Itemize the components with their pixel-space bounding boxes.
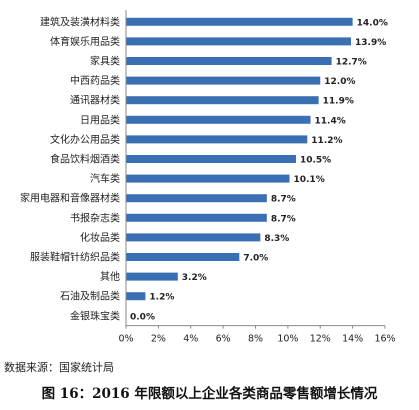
data-label: 11.9%: [323, 97, 354, 107]
bar: [126, 76, 321, 85]
value-labels: 14.0% 13.9% 12.7% 12.0% 11.9% 11.4% 11.2% 10.5%…: [130, 18, 388, 322]
category-labels: 建筑及装潢材料类体育娱乐用品类家具类中西药品类通讯器材类日用品类文化办公用品类食…: [20, 15, 120, 322]
data-label: 11.2%: [311, 136, 342, 146]
category-label: 化妆品类: [80, 231, 120, 244]
data-label: 8.7%: [271, 214, 296, 224]
category-label: 家具类: [90, 55, 120, 68]
data-label: 12.7%: [336, 58, 367, 68]
data-label: 1.2%: [149, 293, 174, 303]
figure-caption: 图 16：2016 年限额以上企业各类商品零售额增长情况: [41, 386, 378, 402]
bar: [126, 115, 311, 124]
bar: [126, 37, 352, 46]
category-label: 书报杂志类: [70, 211, 120, 224]
category-label: 日用品类: [80, 113, 120, 126]
category-label: 中西药品类: [70, 74, 120, 87]
x-tick-label: 12%: [310, 334, 331, 345]
axes: [125, 10, 386, 329]
category-label: 家用电器和音像器材类: [20, 192, 120, 205]
bars: [126, 17, 353, 301]
x-tick-label: 10%: [277, 334, 298, 345]
x-tick-label: 2%: [151, 334, 166, 345]
bar: [126, 292, 146, 301]
x-tick-label: 8%: [248, 334, 263, 345]
bar: [126, 233, 261, 242]
category-label: 汽车类: [90, 172, 120, 185]
x-tick-label: 0%: [118, 334, 133, 345]
category-label: 石油及制品类: [60, 290, 120, 303]
bar: [126, 96, 319, 105]
data-label: 3.2%: [182, 273, 207, 283]
category-label: 通讯器材类: [70, 94, 120, 107]
bar: [126, 272, 178, 281]
bar: [126, 174, 290, 183]
retail-growth-bar-chart: 建筑及装潢材料类体育娱乐用品类家具类中西药品类通讯器材类日用品类文化办公用品类食…: [20, 10, 396, 345]
category-label: 食品饮料烟酒类: [50, 153, 120, 166]
bar: [126, 253, 240, 261]
source-note: 数据来源：国家统计局: [4, 361, 114, 374]
category-label: 其他: [100, 270, 120, 283]
category-label: 建筑及装潢材料类: [40, 15, 120, 28]
category-label: 金银珠宝类: [70, 309, 120, 322]
data-label: 14.0%: [357, 18, 388, 28]
bar: [126, 155, 296, 163]
data-label: 0.0%: [130, 312, 155, 322]
data-label: 12.0%: [324, 77, 355, 87]
x-tick-label: 16%: [374, 334, 395, 345]
bar: [126, 194, 267, 203]
category-label: 服装鞋帽针纺织品类: [30, 251, 120, 264]
category-label: 文化办公用品类: [50, 133, 120, 146]
data-label: 7.0%: [243, 254, 268, 264]
bar: [126, 213, 267, 222]
bar: [126, 57, 332, 65]
x-tick-label: 6%: [216, 334, 231, 345]
data-label: 10.5%: [300, 156, 331, 166]
data-label: 10.1%: [293, 175, 324, 185]
bar: [126, 17, 353, 26]
data-label: 8.3%: [264, 234, 289, 244]
x-tick-label: 4%: [183, 334, 198, 345]
data-label: 11.4%: [315, 116, 346, 126]
category-label: 体育娱乐用品类: [50, 35, 120, 48]
x-tick-label: 14%: [342, 334, 363, 345]
data-label: 8.7%: [271, 195, 296, 205]
data-label: 13.9%: [355, 38, 386, 48]
bar: [126, 135, 308, 144]
x-tick-labels: 0% 2% 4% 6% 8% 10% 12% 14% 16%: [118, 334, 395, 345]
